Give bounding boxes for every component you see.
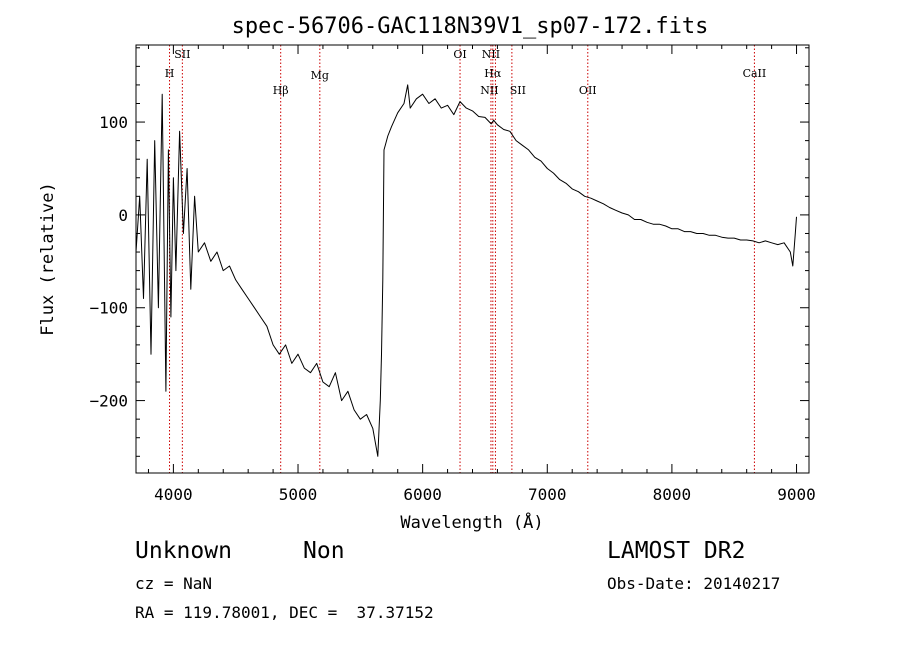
line-markers — [169, 45, 755, 473]
spectrum-series — [135, 84, 797, 457]
survey-name: LAMOST DR2 — [607, 538, 746, 564]
y-axis-label: Flux (relative) — [38, 182, 58, 336]
line-label: OII — [579, 84, 597, 97]
x-tick-label: 8000 — [653, 485, 692, 504]
x-axis-label: Wavelength (Å) — [400, 511, 543, 533]
x-tick-label: 4000 — [154, 485, 193, 504]
line-label: Hα — [484, 67, 502, 80]
y-tick-label: −200 — [89, 392, 128, 411]
line-label: SII — [174, 48, 190, 61]
y-tick-label: 0 — [118, 206, 128, 225]
axis-ticks: 4000 5000 6000 7000 8000 9000 −200 −100 0 100 — [89, 45, 816, 504]
line-label: NII — [480, 84, 498, 97]
plot-frame — [135, 44, 810, 474]
line-label: H — [165, 67, 175, 80]
line-label: OI — [453, 48, 466, 61]
spectral-class: Unknown — [135, 538, 232, 564]
x-tick-label: 5000 — [279, 485, 318, 504]
x-tick-label: 6000 — [403, 485, 442, 504]
line-label: Hβ — [273, 84, 289, 97]
x-tick-label: 9000 — [777, 485, 816, 504]
line-label: NII — [482, 48, 500, 61]
spectral-subclass: Non — [303, 538, 345, 564]
line-label: CaII — [743, 67, 767, 80]
chart-title: spec-56706-GAC118N39V1_sp07-172.fits — [232, 14, 709, 39]
x-tick-label: 7000 — [528, 485, 567, 504]
observation-date: Obs-Date: 20140217 — [607, 574, 781, 593]
coordinates: RA = 119.78001, DEC = 37.37152 — [135, 603, 434, 622]
spectrum-line — [135, 84, 797, 457]
line-label: Mg — [311, 69, 329, 82]
line-label: SII — [510, 84, 526, 97]
y-tick-label: 100 — [99, 113, 128, 132]
y-tick-label: −100 — [89, 299, 128, 318]
line-labels: H SII Hβ Mg OI NII Hα NII SII OII CaII — [165, 48, 767, 97]
redshift-value: cz = NaN — [135, 574, 213, 593]
